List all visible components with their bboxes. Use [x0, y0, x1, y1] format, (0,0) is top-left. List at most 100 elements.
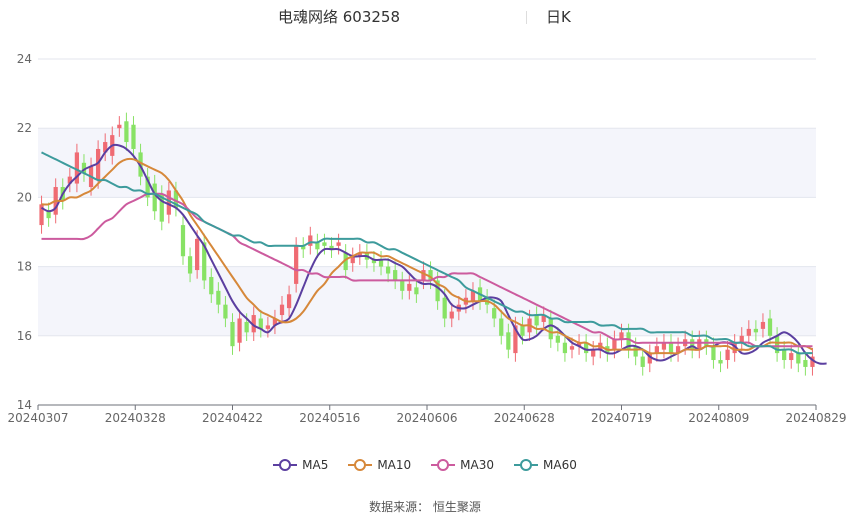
candle-body — [39, 204, 44, 226]
candle-body — [336, 242, 341, 246]
candle-body — [732, 342, 737, 354]
candle[interactable] — [506, 323, 511, 359]
candle[interactable] — [202, 233, 207, 290]
candle[interactable] — [548, 309, 553, 348]
candle[interactable] — [230, 313, 235, 355]
candle[interactable] — [661, 334, 667, 359]
candle[interactable] — [435, 271, 440, 310]
candle[interactable] — [67, 167, 72, 193]
candle[interactable] — [584, 334, 589, 362]
candle[interactable] — [343, 244, 348, 279]
ma-line-ma60[interactable] — [41, 151, 813, 355]
candle[interactable] — [124, 112, 129, 151]
candle[interactable] — [258, 309, 263, 338]
candle[interactable] — [350, 247, 355, 272]
candle[interactable] — [145, 167, 150, 207]
candle[interactable] — [357, 244, 362, 265]
ma-line-ma30[interactable] — [41, 192, 813, 348]
legend-item-ma30[interactable]: MA30 — [431, 458, 494, 472]
candle[interactable] — [562, 334, 568, 362]
candle[interactable] — [385, 257, 391, 283]
candle[interactable] — [216, 282, 221, 314]
candle[interactable] — [576, 334, 582, 355]
candle[interactable] — [647, 344, 652, 373]
candle[interactable] — [103, 133, 108, 162]
candle[interactable] — [393, 261, 398, 290]
candle[interactable] — [209, 268, 214, 303]
candle[interactable] — [46, 202, 51, 227]
candle[interactable] — [301, 237, 306, 258]
y-tick-label: 14 — [17, 398, 32, 412]
candle[interactable] — [591, 340, 596, 366]
candle[interactable] — [449, 302, 454, 328]
candle[interactable] — [414, 278, 419, 303]
candle[interactable] — [272, 309, 278, 335]
candle[interactable] — [308, 226, 313, 255]
ma-line-ma10[interactable] — [41, 157, 813, 355]
candle-body — [350, 256, 355, 264]
ma-line-ma5[interactable] — [41, 143, 827, 365]
candle[interactable] — [803, 351, 808, 376]
candle[interactable] — [513, 316, 518, 362]
candle[interactable] — [336, 233, 341, 255]
candle[interactable] — [39, 195, 44, 234]
candle[interactable] — [251, 306, 256, 341]
candle[interactable] — [746, 320, 751, 345]
legend-item-ma5[interactable]: MA5 — [273, 458, 328, 472]
candle[interactable] — [774, 327, 780, 362]
candle-body — [633, 346, 638, 357]
candle[interactable] — [782, 340, 787, 369]
candle[interactable] — [541, 306, 546, 331]
candle[interactable] — [718, 351, 723, 373]
candle[interactable] — [223, 296, 228, 328]
legend-item-ma60[interactable]: MA60 — [514, 458, 577, 472]
candle-body — [513, 325, 518, 354]
candle[interactable] — [499, 309, 504, 345]
candle[interactable] — [619, 323, 624, 348]
candle[interactable] — [569, 337, 575, 359]
candle[interactable] — [675, 337, 681, 362]
candle[interactable] — [159, 185, 164, 231]
legend-label: MA5 — [302, 458, 329, 472]
candle[interactable] — [322, 233, 327, 255]
candle[interactable] — [400, 271, 405, 300]
candle[interactable] — [640, 347, 645, 376]
candle[interactable] — [315, 233, 320, 258]
candle[interactable] — [796, 344, 801, 373]
candle[interactable] — [74, 143, 80, 193]
candle[interactable] — [180, 216, 186, 265]
candle-body — [258, 318, 263, 329]
candle[interactable] — [371, 251, 377, 272]
candle-body — [569, 346, 575, 350]
candle[interactable] — [117, 116, 122, 137]
legend-item-ma10[interactable]: MA10 — [348, 458, 411, 472]
candle[interactable] — [81, 154, 87, 182]
candle[interactable] — [789, 344, 794, 369]
candle-body — [237, 318, 242, 343]
candle-body — [187, 256, 193, 274]
candle[interactable] — [187, 247, 193, 283]
candle[interactable] — [732, 334, 737, 362]
candle[interactable] — [760, 313, 766, 338]
candle[interactable] — [166, 181, 171, 224]
candle[interactable] — [555, 327, 560, 352]
candle[interactable] — [286, 285, 292, 317]
candle[interactable] — [654, 337, 659, 362]
candle[interactable] — [753, 320, 759, 341]
candle[interactable] — [265, 316, 270, 338]
x-tick-label: 20240516 — [299, 411, 360, 425]
candle[interactable] — [173, 181, 179, 217]
candle[interactable] — [378, 251, 384, 276]
candle[interactable] — [739, 327, 744, 352]
candle[interactable] — [131, 116, 136, 158]
candle[interactable] — [152, 174, 157, 220]
legend-label: MA10 — [377, 458, 412, 472]
candle[interactable] — [279, 296, 285, 324]
candle[interactable] — [329, 237, 334, 258]
candle-body — [294, 245, 299, 284]
candle[interactable] — [237, 309, 242, 352]
candle[interactable] — [407, 275, 412, 300]
period-label[interactable]: 日K — [546, 8, 571, 26]
candle[interactable] — [195, 230, 200, 279]
